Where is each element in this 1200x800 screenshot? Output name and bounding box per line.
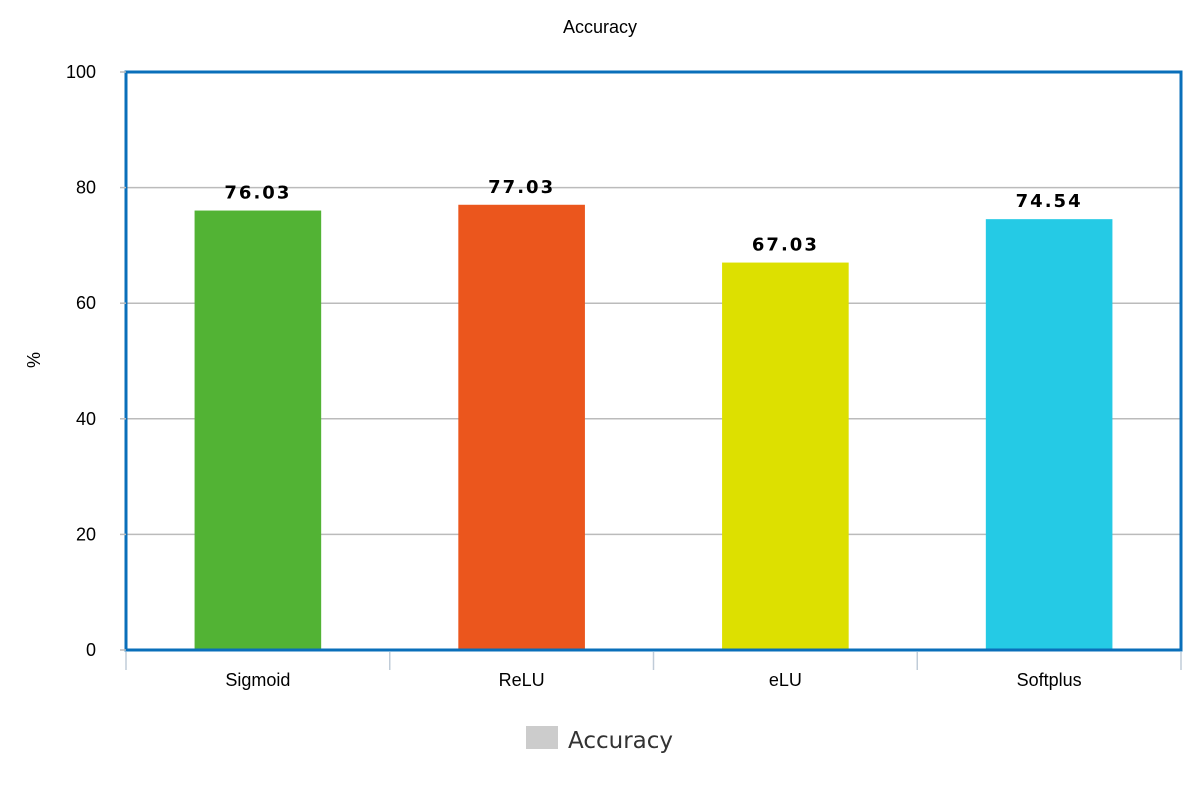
legend: Accuracy [526,726,673,754]
axis-layer: 0 20 40 60 80 100 Sigmoid ReLU eLU Softplus [66,62,1182,690]
y-tick-label: 60 [76,293,96,313]
legend-label: Accuracy [568,728,673,754]
data-label: 76.03 [224,183,291,204]
bar [985,219,1113,650]
data-label: 77.03 [488,177,555,198]
bar [722,262,849,650]
legend-swatch [526,726,558,749]
x-tick-label: Softplus [1017,670,1082,690]
plot-frame [124,70,1183,652]
y-axis-label: % [24,352,44,368]
y-tick-label: 80 [76,178,96,198]
x-tick-label: Sigmoid [225,670,290,690]
y-tick-label: 40 [76,409,96,429]
x-tick-label: ReLU [499,670,545,690]
y-tick-label: 100 [66,62,96,82]
bar [458,204,585,650]
bars-layer: 76.03 77.03 67.03 74.54 [194,177,1113,650]
x-tick-label: eLU [769,670,802,690]
bar [194,210,322,650]
chart-title: Accuracy [563,17,637,37]
y-tick-label: 0 [86,640,96,660]
data-label: 67.03 [752,235,819,256]
y-tick-label: 20 [76,524,96,544]
data-label: 74.54 [1016,191,1083,212]
